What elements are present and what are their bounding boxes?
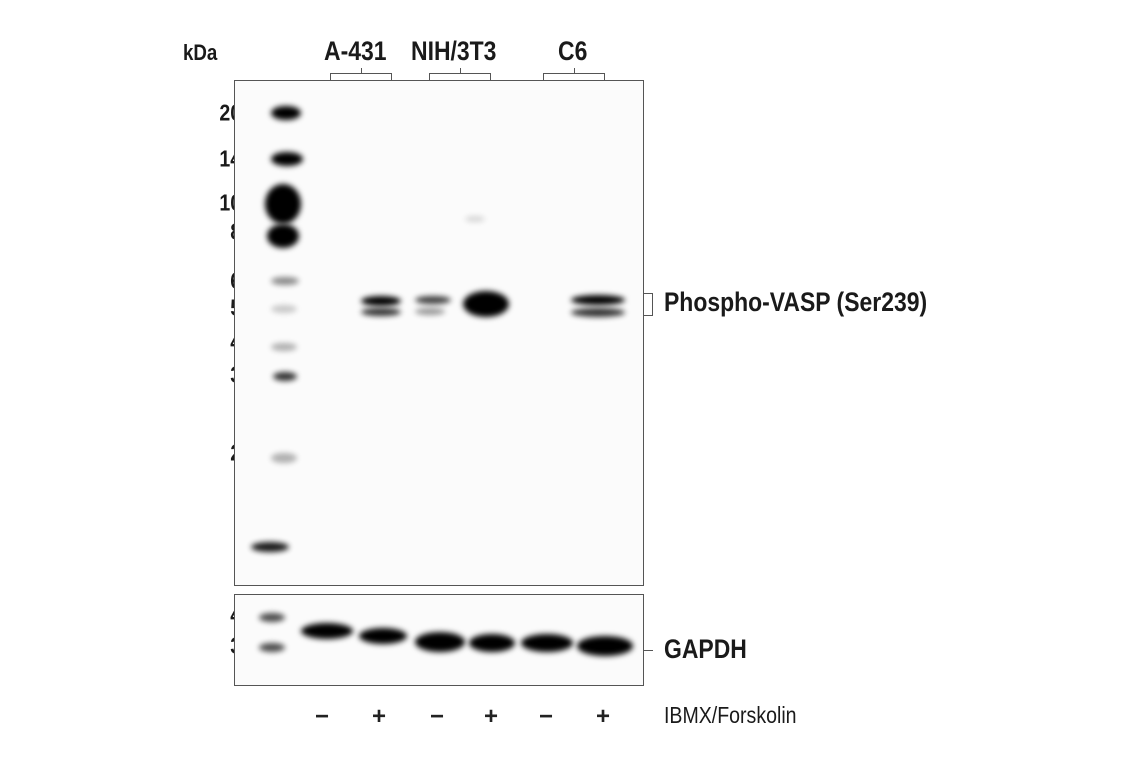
cell-line-c6: C6 [558,36,588,66]
lane-5-treatment: − [538,703,554,730]
phospho-vasp-bracket [644,293,653,316]
lane-4-treatment: + [483,703,499,730]
upper-blot-panel [234,80,644,586]
lane-2-treatment: + [371,703,387,730]
bracket-nih3t3 [429,68,491,82]
gapdh-tick [644,650,653,651]
lane-1-treatment: − [314,703,330,730]
cell-line-nih3t3: NIH/3T3 [411,36,497,66]
phospho-vasp-label: Phospho-VASP (Ser239) [664,287,928,317]
lower-blot-panel [234,594,644,686]
kda-label: kDa [183,40,218,65]
gapdh-label: GAPDH [664,634,747,664]
lane-3-treatment: − [429,703,445,730]
treatment-label: IBMX/Forskolin [664,702,797,728]
bracket-a431 [330,68,392,82]
lane-6-treatment: + [595,703,611,730]
cell-line-a431: A-431 [324,36,387,66]
bracket-c6 [543,68,605,82]
